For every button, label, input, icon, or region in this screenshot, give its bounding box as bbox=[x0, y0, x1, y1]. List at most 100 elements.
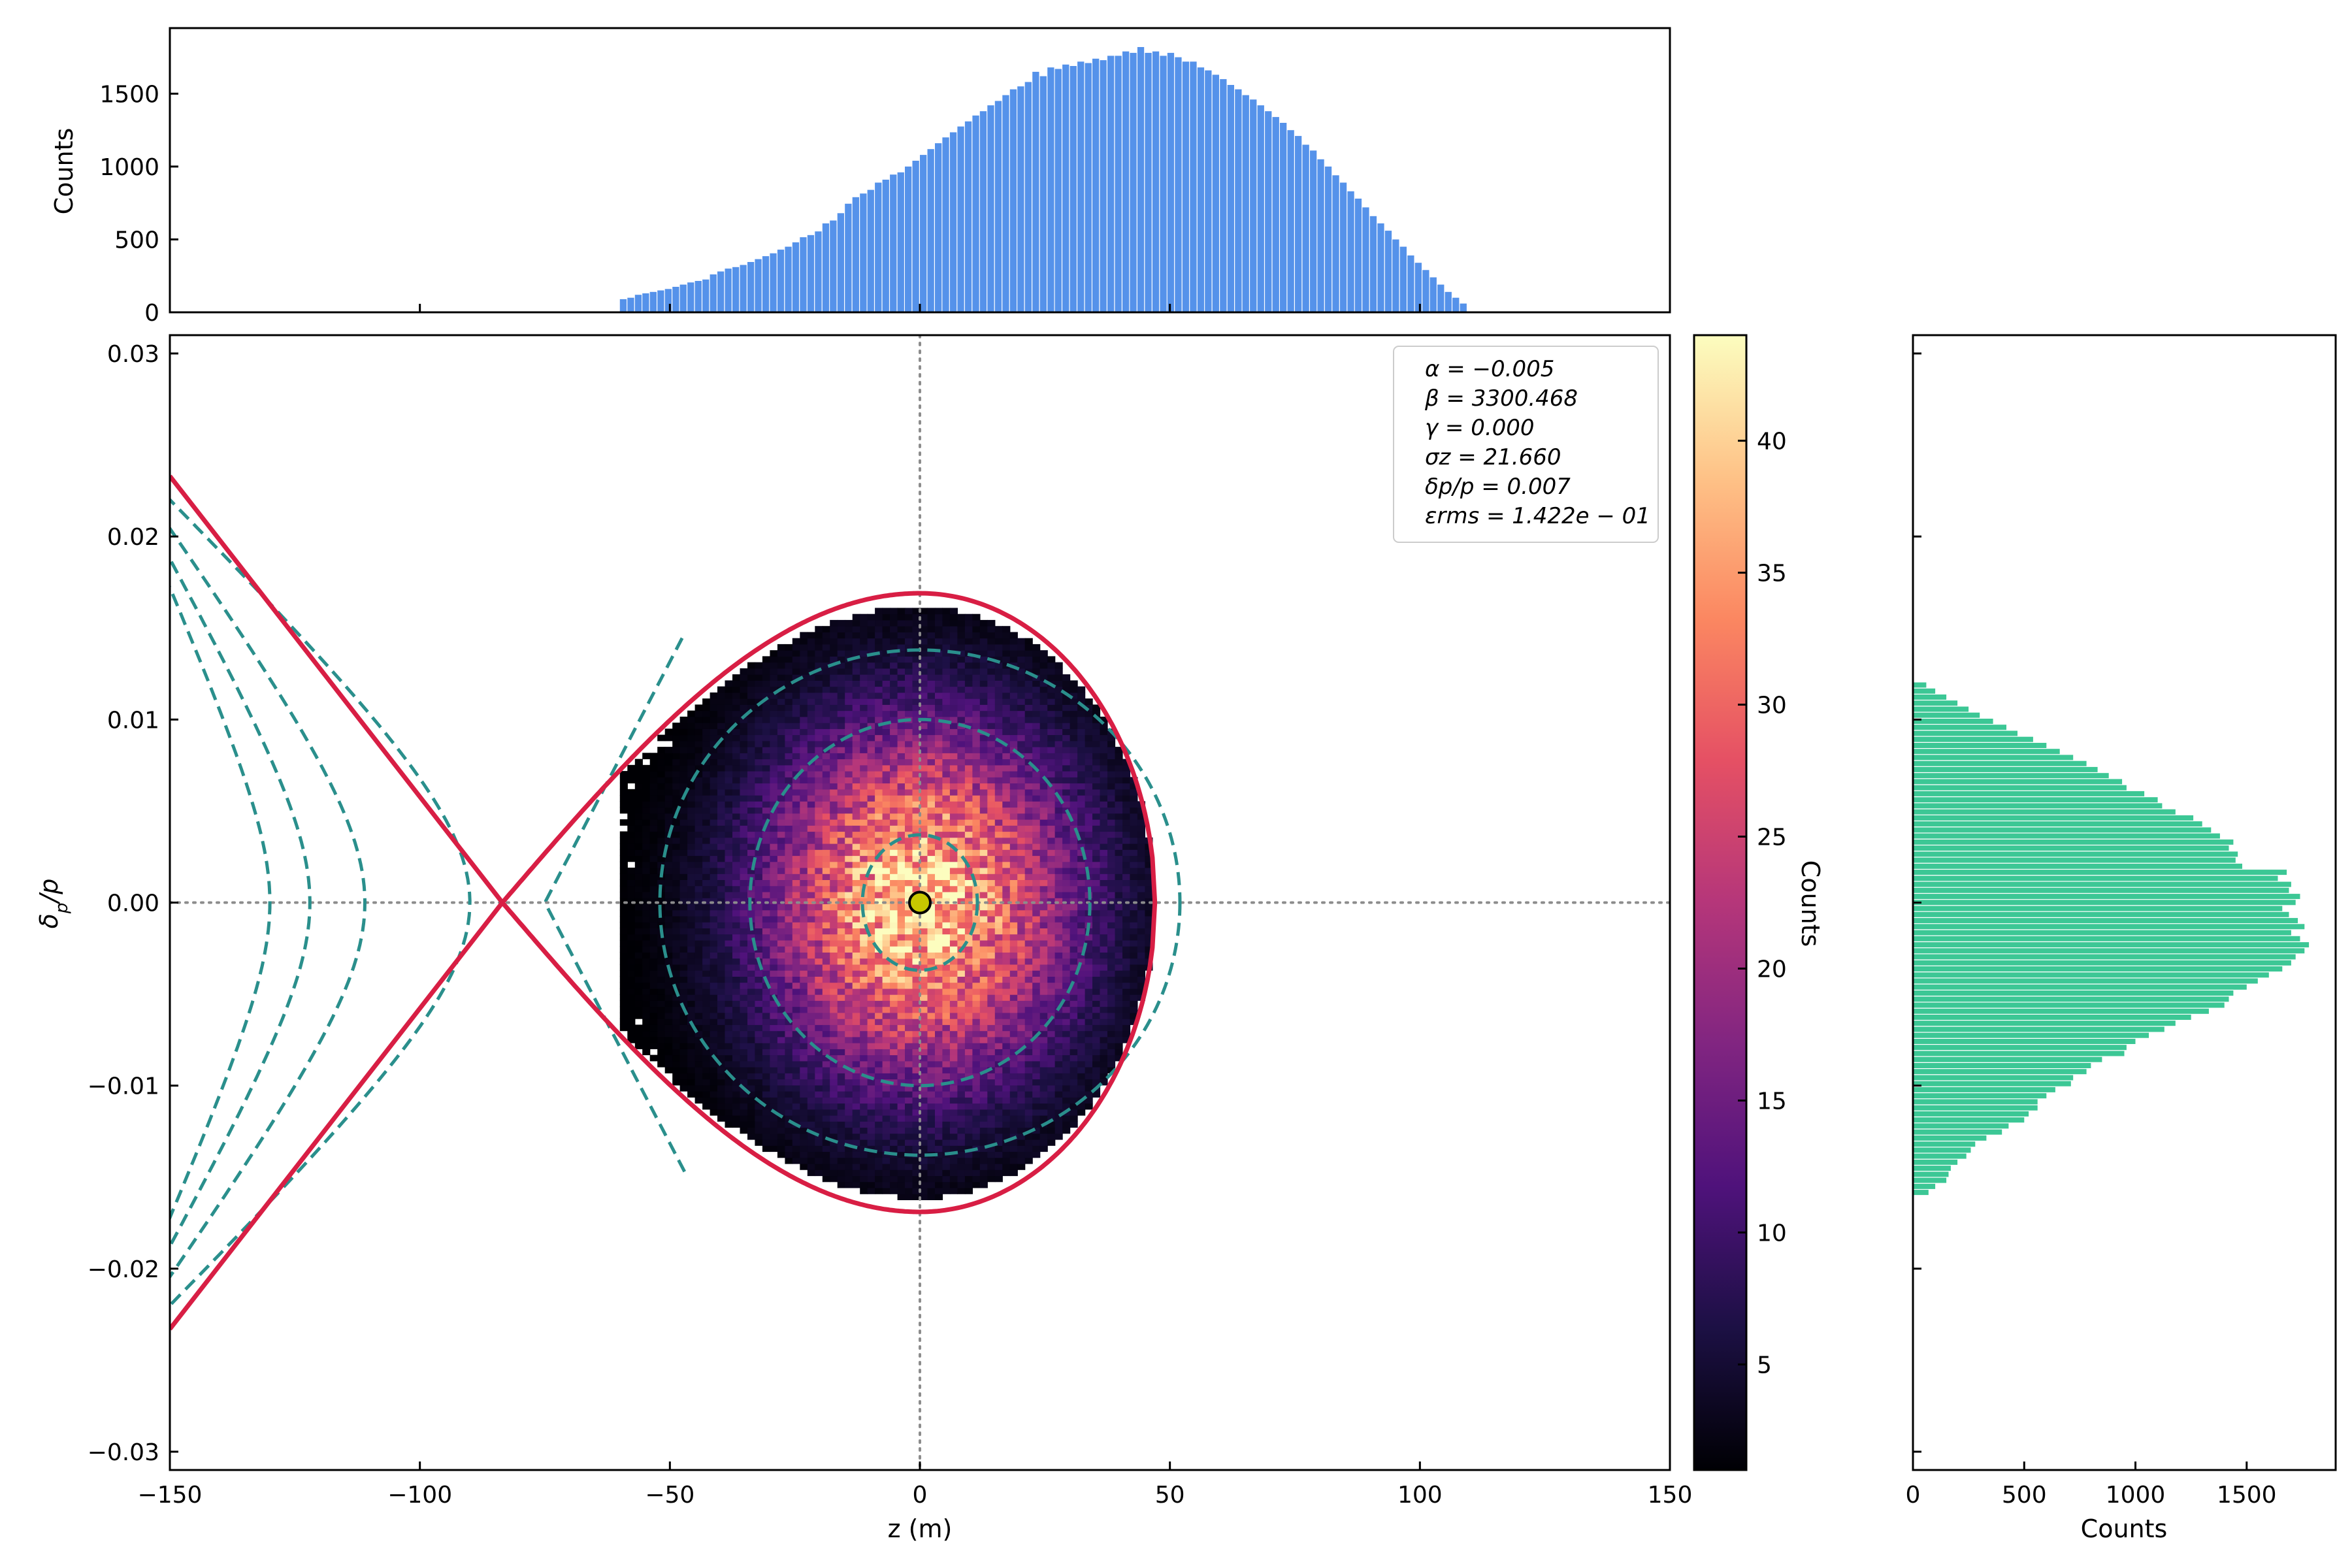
density-cell bbox=[920, 855, 928, 862]
density-cell bbox=[927, 994, 936, 1001]
density-cell bbox=[702, 994, 711, 1001]
density-cell bbox=[957, 964, 966, 971]
density-cell bbox=[762, 777, 770, 784]
density-cell bbox=[882, 982, 890, 989]
density-cell bbox=[694, 874, 703, 880]
density-cell bbox=[927, 783, 936, 790]
density-cell bbox=[830, 813, 838, 820]
density-cell bbox=[807, 1079, 815, 1086]
density-cell bbox=[837, 1121, 845, 1128]
density-cell bbox=[642, 813, 651, 820]
density-cell bbox=[740, 1043, 748, 1049]
density-cell bbox=[890, 1109, 898, 1116]
density-cell bbox=[912, 970, 921, 977]
density-cell bbox=[755, 982, 763, 989]
density-cell bbox=[815, 885, 823, 892]
density-cell bbox=[830, 868, 838, 874]
density-cell bbox=[694, 1043, 703, 1049]
density-cell bbox=[1032, 747, 1041, 753]
density-cell bbox=[800, 1019, 808, 1025]
density-cell bbox=[920, 843, 928, 850]
density-cell bbox=[1032, 892, 1041, 898]
density-cell bbox=[860, 680, 868, 687]
density-cell bbox=[987, 904, 996, 911]
density-cell bbox=[642, 879, 651, 887]
density-cell bbox=[717, 704, 726, 711]
density-cell bbox=[957, 922, 966, 928]
density-cell bbox=[882, 674, 890, 681]
density-cell bbox=[897, 988, 906, 995]
density-cell bbox=[664, 1054, 673, 1062]
density-cell bbox=[897, 1067, 906, 1073]
density-cell bbox=[1017, 1115, 1026, 1122]
density-cell bbox=[792, 952, 800, 959]
density-cell bbox=[949, 1139, 958, 1146]
density-cell bbox=[830, 656, 838, 663]
density-cell bbox=[979, 970, 988, 977]
density-cell bbox=[897, 1169, 906, 1177]
density-cell bbox=[785, 922, 793, 928]
density-cell bbox=[634, 879, 643, 887]
density-cell bbox=[770, 753, 778, 760]
density-cell bbox=[822, 632, 830, 639]
density-cell bbox=[1054, 904, 1063, 911]
density-cell bbox=[642, 831, 651, 838]
density-cell bbox=[710, 771, 718, 777]
density-cell bbox=[777, 692, 785, 699]
density-cell bbox=[785, 849, 793, 857]
density-cell bbox=[649, 909, 658, 917]
density-cell bbox=[627, 916, 636, 923]
density-cell bbox=[949, 656, 958, 663]
density-cell bbox=[710, 734, 718, 742]
density-cell bbox=[979, 1012, 988, 1019]
density-cell bbox=[912, 1012, 921, 1019]
density-cell bbox=[860, 1043, 868, 1049]
density-cell bbox=[807, 843, 815, 850]
density-cell bbox=[1002, 837, 1011, 844]
density-cell bbox=[942, 668, 951, 675]
density-cell bbox=[845, 789, 853, 796]
density-cell bbox=[935, 1049, 943, 1056]
density-cell bbox=[845, 1103, 853, 1110]
density-cell bbox=[949, 1169, 958, 1177]
density-cell bbox=[897, 1030, 906, 1037]
density-cell bbox=[785, 674, 793, 681]
density-cell bbox=[1024, 976, 1033, 983]
density-cell bbox=[845, 1073, 853, 1080]
top-histogram-bar bbox=[949, 132, 957, 312]
density-cell bbox=[882, 843, 890, 850]
density-cell bbox=[890, 626, 898, 632]
density-cell bbox=[815, 680, 823, 687]
density-cell bbox=[964, 753, 973, 760]
density-cell bbox=[957, 1097, 966, 1104]
density-cell bbox=[672, 1049, 681, 1056]
density-cell bbox=[762, 1036, 770, 1043]
density-cell bbox=[822, 783, 830, 790]
density-cell bbox=[875, 874, 883, 880]
density-cell bbox=[1009, 734, 1018, 742]
density-cell bbox=[1002, 1133, 1011, 1140]
density-cell bbox=[867, 1085, 875, 1092]
density-cell bbox=[1047, 1019, 1056, 1025]
density-cell bbox=[800, 819, 808, 826]
density-cell bbox=[942, 837, 951, 844]
density-cell bbox=[830, 922, 838, 928]
density-cell bbox=[777, 976, 785, 983]
density-cell bbox=[740, 740, 748, 747]
density-cell bbox=[762, 946, 770, 953]
density-cell bbox=[837, 1024, 845, 1032]
density-cell bbox=[777, 753, 785, 760]
density-cell bbox=[649, 994, 658, 1001]
density-cell bbox=[822, 874, 830, 880]
density-cell bbox=[717, 1030, 726, 1037]
density-cell bbox=[710, 759, 718, 766]
density-cell bbox=[972, 946, 981, 953]
density-cell bbox=[1002, 916, 1011, 923]
density-cell bbox=[987, 644, 996, 651]
density-cell bbox=[830, 1157, 838, 1164]
density-cell bbox=[920, 976, 928, 983]
density-cell bbox=[822, 1164, 830, 1170]
density-cell bbox=[1047, 710, 1056, 717]
density-cell bbox=[1039, 825, 1048, 832]
density-cell bbox=[770, 680, 778, 687]
